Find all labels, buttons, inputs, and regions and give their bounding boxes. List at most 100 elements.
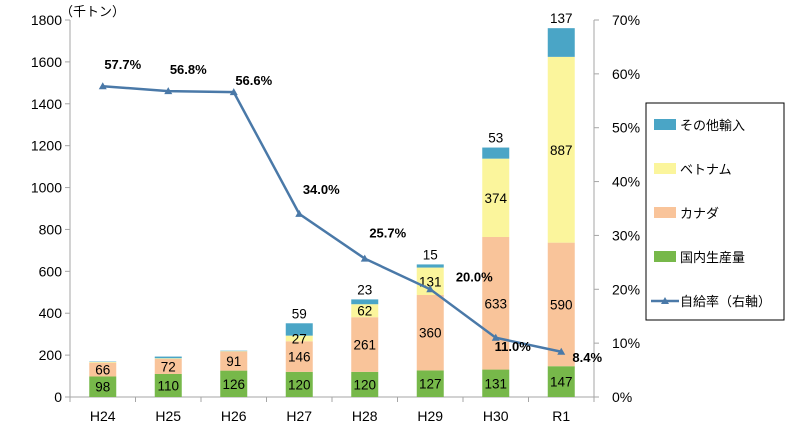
left-tick-label: 0	[54, 389, 62, 405]
bar-segment	[482, 369, 510, 397]
right-tick-label: 20%	[612, 281, 640, 297]
bar-value-label: 72	[161, 359, 176, 374]
x-tick-label: H24	[90, 408, 116, 424]
line-marker	[557, 347, 566, 355]
bar-value-label: 23	[357, 282, 372, 297]
line-value-label: 25.7%	[369, 226, 406, 241]
right-tick-label: 60%	[612, 66, 640, 82]
x-tick-label: H29	[417, 408, 443, 424]
bar-value-label: 147	[550, 375, 573, 390]
bar-segment	[154, 358, 182, 374]
legend-label: 国内生産量	[680, 250, 745, 265]
bar-segment	[285, 335, 313, 342]
right-tick-label: 10%	[612, 335, 640, 351]
left-axis: 0 200 400 600 800 1000 1200 1400 1600 1800	[31, 12, 71, 405]
bar-value-label: 887	[550, 143, 573, 158]
right-tick-label: 30%	[612, 227, 640, 243]
bar-segment	[482, 158, 510, 237]
bar-segment	[547, 56, 575, 243]
bar-value-label: 126	[222, 377, 245, 392]
x-tick-label: R1	[552, 408, 570, 424]
bar-value-label: 98	[95, 380, 110, 395]
line-marker	[98, 82, 107, 90]
bar-segment	[89, 362, 117, 363]
bar-segment	[547, 242, 575, 367]
bar-value-label: 62	[357, 304, 372, 319]
bar-value-label: 590	[550, 297, 573, 312]
x-tick-label: H28	[352, 408, 378, 424]
bar-value-label: 110	[157, 378, 179, 393]
x-tick-label: H26	[221, 408, 247, 424]
bar-segment	[285, 323, 313, 336]
line-value-label: 57.7%	[104, 57, 141, 72]
bar-segment	[351, 317, 379, 372]
right-tick-label: 0%	[612, 389, 632, 405]
bar-value-label: 53	[488, 131, 503, 146]
line-value-label: 8.4%	[572, 350, 602, 365]
line-marker	[164, 87, 173, 95]
legend-swatch	[654, 207, 676, 218]
x-tick-label: H30	[483, 408, 509, 424]
bar-segment	[154, 356, 182, 359]
bar-segment	[482, 236, 510, 370]
line-value-label: 34.0%	[303, 182, 340, 197]
line-value-label: 11.0%	[495, 339, 532, 354]
bar-value-label: 15	[423, 247, 438, 262]
line-value-label: 56.8%	[170, 62, 207, 77]
bar-segment	[89, 362, 117, 377]
bar-segment	[154, 358, 182, 359]
left-tick-label: 1600	[31, 54, 62, 70]
left-tick-label: 1000	[31, 180, 62, 196]
bar-value-label: 27	[292, 331, 307, 346]
left-tick-label: 400	[39, 305, 63, 321]
right-axis: 0% 10% 20% 30% 40% 50% 60% 70%	[593, 12, 640, 405]
bar-value-label: 131	[484, 376, 507, 391]
bar-value-label: 360	[419, 326, 442, 341]
legend-line-marker	[661, 297, 669, 304]
line-value-label: 56.6%	[235, 73, 272, 88]
bar-value-label: 261	[353, 338, 376, 353]
line-marker	[229, 88, 238, 96]
bar-segment	[154, 373, 182, 397]
legend-swatch	[654, 251, 676, 262]
bar-segment	[220, 351, 248, 371]
line-marker	[426, 285, 435, 293]
bar-segment	[285, 371, 313, 397]
bar-segment	[351, 371, 379, 397]
line-marker	[491, 333, 500, 341]
bar-segment	[351, 304, 379, 318]
legend-swatch	[654, 119, 676, 130]
left-tick-label: 600	[39, 263, 63, 279]
y-unit-label: （千トン）	[60, 4, 125, 19]
bar-value-label: 120	[288, 377, 311, 392]
bar-value-label: 127	[419, 377, 442, 392]
right-tick-label: 50%	[612, 120, 640, 136]
left-tick-label: 1200	[31, 138, 62, 154]
bar-value-label: 91	[226, 354, 241, 369]
left-tick-label: 800	[39, 221, 63, 237]
bar-segment	[547, 366, 575, 397]
bar-segment	[285, 341, 313, 372]
bar-segment	[89, 376, 117, 397]
bar-segment	[220, 370, 248, 397]
left-tick-label: 1800	[31, 12, 62, 28]
bar-segment	[416, 264, 444, 268]
x-tick-label: H25	[155, 408, 181, 424]
legend-label: 自給率（右軸）	[680, 294, 771, 309]
bar-value-label: 66	[95, 363, 110, 378]
bar-value-label: 633	[484, 296, 507, 311]
x-tick-label: H27	[286, 408, 312, 424]
left-tick-label: 200	[39, 347, 63, 363]
line-path	[102, 84, 562, 353]
bar-value-label: 146	[288, 350, 311, 365]
line-marker	[360, 254, 369, 262]
bar-segment	[482, 147, 510, 159]
legend-label: ベトナム	[680, 162, 732, 177]
line-marker	[295, 209, 304, 217]
bar-segment	[416, 370, 444, 397]
legend-label: その他輸入	[680, 118, 745, 133]
line-value-label: 20.0%	[456, 269, 493, 284]
bar-segment	[547, 28, 575, 57]
